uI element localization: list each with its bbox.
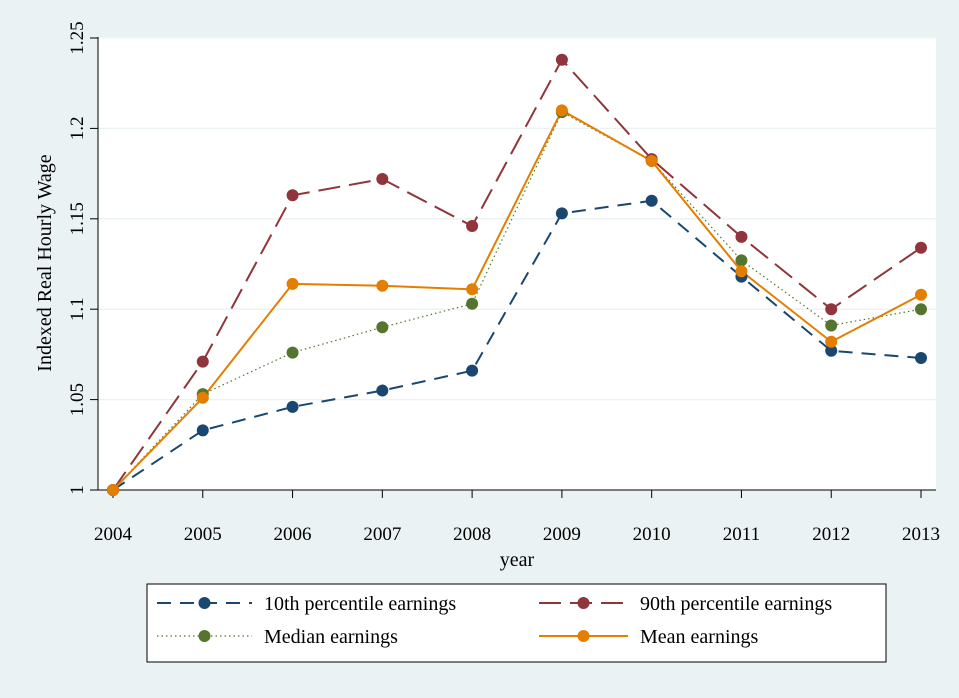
legend-label: 90th percentile earnings <box>640 593 832 615</box>
legend-label: Median earnings <box>264 626 398 648</box>
y-tick-label: 1.2 <box>67 117 88 141</box>
data-point <box>915 303 927 316</box>
x-tick-label: 2009 <box>543 524 581 545</box>
x-tick-label: 2010 <box>633 524 671 545</box>
legend-marker <box>198 597 211 609</box>
data-point <box>825 319 838 332</box>
y-tick-label: 1.15 <box>67 202 88 235</box>
data-point <box>555 104 568 117</box>
legend-marker <box>577 630 590 642</box>
legend-marker <box>577 597 590 609</box>
legend-label: 10th percentile earnings <box>264 593 456 615</box>
data-point <box>735 230 748 243</box>
y-tick-label: 1 <box>67 485 88 495</box>
x-tick-label: 2013 <box>902 524 940 545</box>
legend: 10th percentile earnings 90th percentile … <box>146 583 887 663</box>
data-point <box>376 279 389 292</box>
data-point <box>645 154 658 167</box>
y-axis-title: Indexed Real Hourly Wage <box>34 154 56 372</box>
data-point <box>825 344 838 357</box>
axes: 1 1.05 1.1 1.15 1.2 1.25 2004 2005 2006 2007 2008 2… <box>67 21 940 545</box>
data-point <box>466 283 479 296</box>
data-point <box>286 346 299 359</box>
grid-lines <box>98 37 936 401</box>
data-point <box>555 207 568 220</box>
data-point <box>735 265 748 278</box>
y-tick-label: 1.05 <box>67 383 88 416</box>
data-point <box>196 424 209 437</box>
data-point <box>915 241 927 254</box>
data-point <box>107 484 119 496</box>
x-tick-label: 2005 <box>184 524 222 545</box>
x-tick-label: 2012 <box>812 524 850 545</box>
x-tick-label: 2006 <box>274 524 312 545</box>
x-tick-label: 2004 <box>94 524 133 545</box>
data-point <box>645 194 658 207</box>
series-line <box>112 57 922 491</box>
plot-area <box>98 37 936 490</box>
legend-items: 10th percentile earnings 90th percentile … <box>157 593 832 648</box>
data-point <box>196 355 209 368</box>
data-point <box>466 364 479 377</box>
data-point <box>825 303 838 316</box>
data-point <box>286 400 299 413</box>
data-point <box>196 391 209 404</box>
data-point <box>555 53 568 66</box>
series-markers <box>107 53 927 496</box>
series-line <box>112 199 922 491</box>
legend-marker <box>198 630 211 642</box>
data-point <box>286 189 299 202</box>
data-point <box>376 173 389 186</box>
series-line <box>112 108 922 491</box>
data-point <box>735 254 748 267</box>
y-tick-label: 1.1 <box>67 297 88 321</box>
data-point <box>466 297 479 310</box>
x-tick-label: 2011 <box>723 524 760 545</box>
data-point <box>466 220 479 233</box>
data-point <box>915 352 927 365</box>
data-point <box>915 288 927 301</box>
x-axis-title: year <box>500 549 535 571</box>
legend-label: Mean earnings <box>640 626 759 648</box>
data-point <box>286 277 299 290</box>
data-point <box>825 335 838 348</box>
data-point <box>376 384 389 397</box>
data-point <box>376 321 389 334</box>
series-lines <box>112 57 922 491</box>
legend-box <box>146 583 887 663</box>
series-line <box>112 111 922 491</box>
x-tick-label: 2008 <box>453 524 491 545</box>
y-tick-label: 1.25 <box>67 21 88 54</box>
x-tick-label: 2007 <box>363 524 401 545</box>
